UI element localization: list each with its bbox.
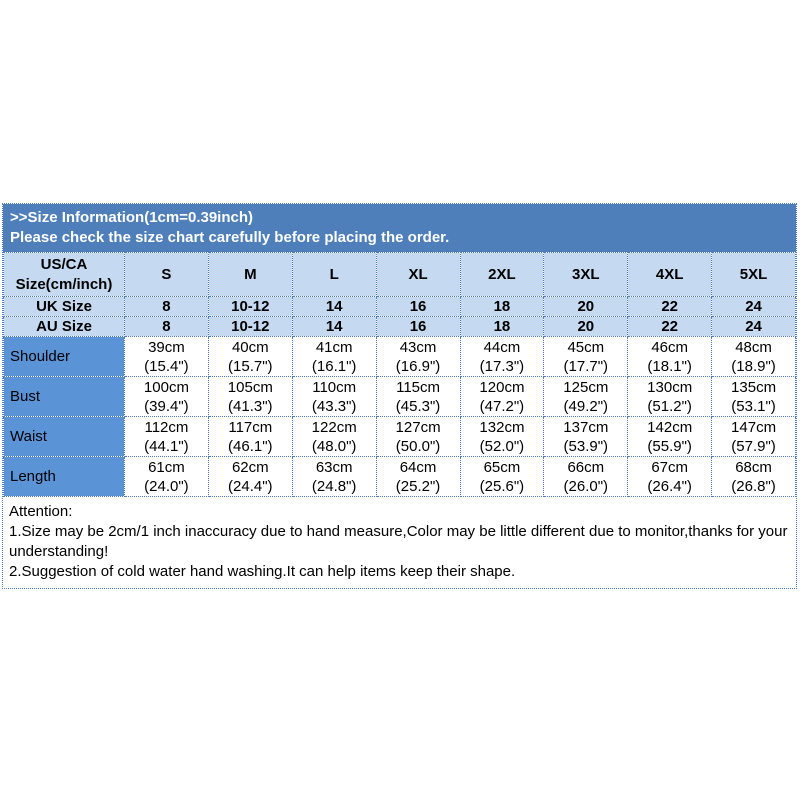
measurement-cell: 61cm (24.0") — [124, 456, 209, 497]
au-size-row: AU Size 8 10-12 14 16 18 20 22 24 — [3, 316, 796, 337]
uk-size-row-value: 20 — [543, 296, 629, 317]
measurement-label: Waist — [3, 416, 125, 457]
measurement-cell: 132cm (52.0") — [459, 416, 545, 457]
banner-subtitle: Please check the size chart carefully be… — [10, 229, 450, 246]
measurement-cell: 65cm (25.6") — [459, 456, 545, 497]
au-size-row-value: 10-12 — [207, 316, 293, 337]
au-size-row-value: 16 — [375, 316, 461, 337]
measurement-cell: 41cm (16.1") — [291, 336, 377, 377]
measurement-cell: 110cm (43.3") — [291, 376, 377, 417]
au-size-row-value: 24 — [711, 316, 796, 337]
measurement-cell: 130cm (51.2") — [627, 376, 713, 417]
measurement-cell: 122cm (48.0") — [291, 416, 377, 457]
measurement-label: Length — [3, 456, 125, 497]
size-table: US/CA Size(cm/inch) S M L XL 2XL 3XL 4XL 5XL UK Si… — [3, 252, 796, 497]
measurement-row-shoulder: Shoulder 39cm (15.4") 40cm (15.7") 41cm (16.1"… — [3, 336, 796, 377]
uk-size-row-value: 24 — [711, 296, 796, 317]
size-header-row: US/CA Size(cm/inch) S M L XL 2XL 3XL 4XL 5XL — [3, 252, 796, 297]
measurement-cell: 39cm (15.4") — [124, 336, 209, 377]
attention-line-2: 2.Suggestion of cold water hand washing.… — [9, 563, 516, 580]
attention-title: Attention: — [9, 503, 73, 520]
size-column-header: 4XL — [627, 252, 713, 297]
measurement-cell: 112cm (44.1") — [124, 416, 209, 457]
uk-size-row-value: 18 — [459, 296, 545, 317]
measurement-cell: 125cm (49.2") — [543, 376, 629, 417]
size-column-header: S — [124, 252, 209, 297]
measurement-cell: 117cm (46.1") — [207, 416, 293, 457]
uk-size-row-label: UK Size — [3, 296, 125, 317]
uk-size-row-value: 8 — [124, 296, 209, 317]
measurement-cell: 142cm (55.9") — [627, 416, 713, 457]
measurement-cell: 135cm (53.1") — [711, 376, 796, 417]
measurement-cell: 67cm (26.4") — [627, 456, 713, 497]
measurement-cell: 46cm (18.1") — [627, 336, 713, 377]
au-size-row-value: 20 — [543, 316, 629, 337]
uk-size-row-value: 10-12 — [207, 296, 293, 317]
attention-note: Attention: 1.Size may be 2cm/1 inch inac… — [3, 497, 796, 588]
measurement-cell: 100cm (39.4") — [124, 376, 209, 417]
measurement-cell: 66cm (26.0") — [543, 456, 629, 497]
au-size-row-value: 18 — [459, 316, 545, 337]
attention-line-1: 1.Size may be 2cm/1 inch inaccuracy due … — [9, 523, 788, 560]
uk-size-row-value: 22 — [627, 296, 713, 317]
measurement-cell: 137cm (53.9") — [543, 416, 629, 457]
measurement-row-length: Length 61cm (24.0") 62cm (24.4") 63cm (24.8") 6… — [3, 456, 796, 497]
au-size-row-value: 14 — [291, 316, 377, 337]
measurement-cell: 147cm (57.9") — [711, 416, 796, 457]
measurement-cell: 44cm (17.3") — [459, 336, 545, 377]
banner-title: >>Size Information(1cm=0.39inch) — [10, 209, 253, 226]
size-column-header: 3XL — [543, 252, 629, 297]
size-column-header: M — [207, 252, 293, 297]
measurement-cell: 64cm (25.2") — [375, 456, 461, 497]
measurement-label: Bust — [3, 376, 125, 417]
measurement-cell: 48cm (18.9") — [711, 336, 796, 377]
corner-header: US/CA Size(cm/inch) — [3, 252, 125, 297]
measurement-cell: 40cm (15.7") — [207, 336, 293, 377]
measurement-cell: 63cm (24.8") — [291, 456, 377, 497]
measurement-label: Shoulder — [3, 336, 125, 377]
measurement-row-waist: Waist 112cm (44.1") 117cm (46.1") 122cm (48.0"… — [3, 416, 796, 457]
size-info-banner: >>Size Information(1cm=0.39inch) Please … — [3, 204, 796, 252]
uk-size-row-value: 16 — [375, 296, 461, 317]
au-size-row-value: 8 — [124, 316, 209, 337]
measurement-cell: 62cm (24.4") — [207, 456, 293, 497]
measurement-cell: 43cm (16.9") — [375, 336, 461, 377]
size-chart-sheet: >>Size Information(1cm=0.39inch) Please … — [2, 203, 797, 589]
measurement-cell: 45cm (17.7") — [543, 336, 629, 377]
uk-size-row: UK Size 8 10-12 14 16 18 20 22 24 — [3, 296, 796, 317]
measurement-cell: 105cm (41.3") — [207, 376, 293, 417]
uk-size-row-value: 14 — [291, 296, 377, 317]
measurement-cell: 68cm (26.8") — [711, 456, 796, 497]
size-column-header: 5XL — [711, 252, 796, 297]
measurement-cell: 120cm (47.2") — [459, 376, 545, 417]
measurement-cell: 115cm (45.3") — [375, 376, 461, 417]
size-column-header: L — [291, 252, 377, 297]
size-column-header: XL — [375, 252, 461, 297]
au-size-row-label: AU Size — [3, 316, 125, 337]
size-column-header: 2XL — [459, 252, 545, 297]
measurement-cell: 127cm (50.0") — [375, 416, 461, 457]
au-size-row-value: 22 — [627, 316, 713, 337]
measurement-row-bust: Bust 100cm (39.4") 105cm (41.3") 110cm (43.3")… — [3, 376, 796, 417]
